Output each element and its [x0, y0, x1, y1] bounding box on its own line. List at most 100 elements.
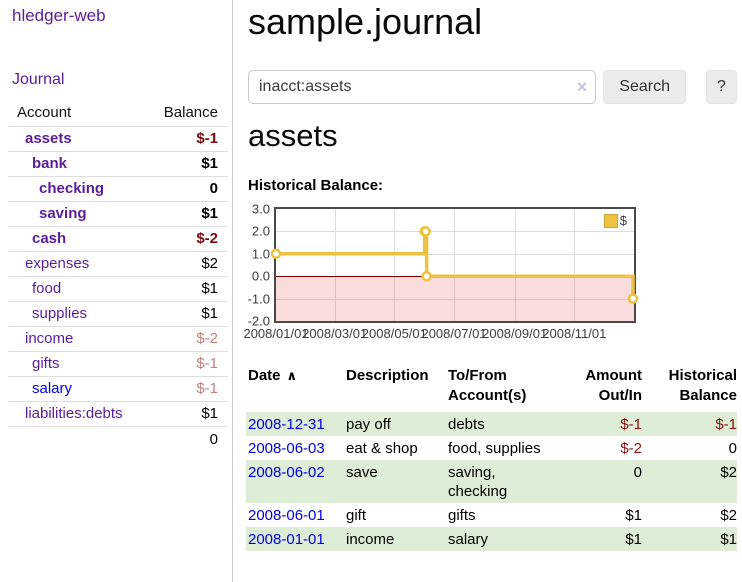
account-row: bank $1: [8, 151, 228, 177]
column-header-balance: Historical Balance: [668, 367, 737, 404]
account-link-bank[interactable]: bank: [32, 155, 68, 172]
transaction-balance: $2: [720, 507, 737, 524]
account-balance: $1: [201, 205, 218, 222]
account-link-expenses[interactable]: expenses: [25, 255, 90, 272]
sidebar: hledger-web Journal Account Balance asse…: [0, 0, 233, 582]
account-link-supplies[interactable]: supplies: [32, 305, 88, 322]
transaction-description: pay off: [346, 416, 391, 433]
account-balance: $1: [201, 305, 218, 322]
sort-ascending-icon: ∧: [286, 368, 298, 383]
x-tick-label: 2008/11/01: [542, 326, 607, 341]
account-balance: $1: [201, 280, 218, 297]
chart-data-point: [421, 270, 432, 282]
account-page-heading: assets: [248, 118, 338, 153]
account-link-income[interactable]: income: [25, 330, 74, 347]
account-row: food $1: [8, 276, 228, 302]
transaction-date-link[interactable]: 2008-01-01: [248, 531, 325, 548]
account-link-saving[interactable]: saving: [39, 205, 87, 222]
transaction-date-link[interactable]: 2008-06-02: [248, 464, 325, 481]
chart-series: [270, 226, 639, 304]
transaction-amount: $-1: [620, 416, 642, 433]
chart-data-point: [420, 226, 431, 237]
account-row: income $-2: [8, 326, 228, 352]
account-balance: $1: [201, 155, 218, 172]
transaction-row: 2008-12-31 pay off debts $-1 $-1: [246, 412, 737, 436]
help-button[interactable]: ?: [706, 70, 737, 104]
register-table: Date ∧ Description To/From Account(s) Amo…: [246, 364, 737, 551]
transaction-description: income: [346, 531, 395, 548]
transaction-row: 2008-06-02 save saving, checking 0 $2: [246, 460, 737, 503]
transaction-balance: $1: [720, 531, 737, 548]
transaction-row: 2008-06-01 gift gifts $1 $2: [246, 503, 737, 527]
main-content: sample.journal × Search ? assets Histori…: [243, 0, 737, 582]
transaction-balance: $-1: [715, 416, 737, 433]
account-row: expenses $2: [8, 251, 228, 277]
accounts-tree: Account Balance assets $-1 bank $1 check…: [8, 101, 228, 453]
transaction-amount: $1: [625, 531, 642, 548]
account-balance: $2: [201, 255, 218, 272]
historical-balance-chart: 3.0 2.0 1.0 0.0 -1.0 -2.0 $ 2008/01/01 2008/03…: [243, 202, 668, 344]
accounts-total-row: 0: [8, 426, 228, 454]
balance-column-header: Balance: [163, 104, 218, 121]
transaction-description: gift: [346, 507, 367, 524]
app-brand-link[interactable]: hledger-web: [12, 6, 106, 25]
chart-legend: $: [601, 212, 629, 229]
account-row: assets $-1: [8, 126, 228, 152]
transaction-amount: $1: [625, 507, 642, 524]
transaction-date-link[interactable]: 2008-06-01: [248, 507, 325, 524]
search-input[interactable]: [248, 70, 597, 104]
account-row: cash $-2: [8, 226, 228, 252]
transaction-balance: 0: [728, 440, 737, 457]
chart-plot-area: $: [270, 207, 639, 323]
account-balance: $-1: [196, 130, 218, 147]
y-tick-label: -2.0: [247, 313, 270, 329]
transaction-accounts: food, supplies: [448, 440, 541, 457]
clear-search-icon[interactable]: ×: [576, 77, 588, 97]
account-balance: $-1: [196, 380, 218, 397]
account-link-cash[interactable]: cash: [32, 230, 67, 247]
account-link-assets[interactable]: assets: [25, 130, 72, 147]
transaction-balance: $2: [720, 464, 737, 481]
account-link-food[interactable]: food: [32, 280, 62, 297]
column-header-date: Date ∧: [248, 367, 298, 384]
account-row: saving $1: [8, 201, 228, 227]
account-balance: $-1: [196, 355, 218, 372]
transaction-date-link[interactable]: 2008-06-03: [248, 440, 325, 457]
transaction-accounts: salary: [448, 531, 489, 548]
transaction-description: save: [346, 464, 378, 481]
search-form: × Search ?: [248, 70, 737, 104]
legend-label: $: [619, 213, 627, 228]
account-link-liabilities-debts[interactable]: liabilities:debts: [25, 405, 123, 422]
legend-swatch-icon: [603, 213, 618, 228]
account-link-gifts[interactable]: gifts: [32, 355, 60, 372]
chart-data-point: [627, 293, 639, 304]
account-row: gifts $-1: [8, 351, 228, 377]
account-balance: $1: [201, 405, 218, 422]
chart-x-axis: 2008/01/01 2008/03/01 2008/05/01 2008/07/01…: [243, 326, 634, 342]
transaction-accounts: saving, checking: [448, 464, 508, 500]
page-title: sample.journal: [248, 1, 483, 42]
search-button[interactable]: Search: [603, 70, 686, 104]
account-link-salary[interactable]: salary: [32, 380, 73, 397]
account-row: liabilities:debts $1: [8, 401, 228, 427]
account-row: checking 0: [8, 176, 228, 202]
account-balance: $-2: [196, 330, 218, 347]
x-tick-label: 2008/07/01: [421, 326, 487, 341]
account-link-checking[interactable]: checking: [39, 180, 105, 197]
transaction-accounts: gifts: [448, 507, 476, 524]
column-header-amount: Amount Out/In: [585, 367, 642, 404]
x-tick-label: 2008/03/01: [302, 326, 368, 341]
transaction-amount: 0: [633, 464, 642, 481]
account-balance: $-2: [196, 230, 218, 247]
chart-line: [276, 229, 635, 299]
account-balance: 0: [209, 180, 218, 197]
y-tick-label: 3.0: [251, 201, 270, 217]
x-tick-label: 2008/01/01: [243, 326, 309, 341]
sidebar-item-journal[interactable]: Journal: [12, 71, 65, 88]
account-row: supplies $1: [8, 301, 228, 327]
x-tick-label: 2008/05/01: [361, 326, 427, 341]
transaction-date-link[interactable]: 2008-12-31: [248, 416, 325, 433]
chart-y-axis: 3.0 2.0 1.0 0.0 -1.0 -2.0: [248, 202, 270, 329]
accounts-total-balance: 0: [209, 431, 218, 448]
chart-title: Historical Balance:: [248, 177, 384, 194]
